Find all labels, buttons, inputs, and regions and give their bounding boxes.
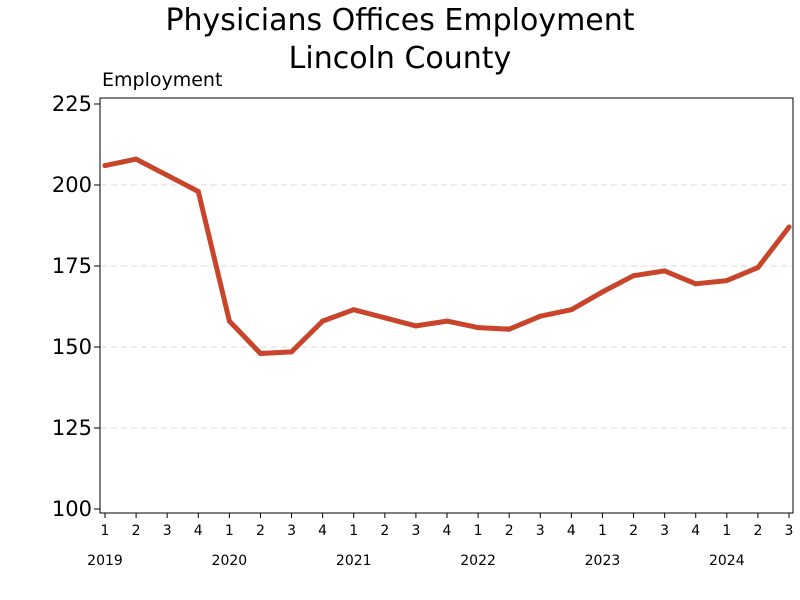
x-year-label: 2023 [585,553,621,569]
series-line [102,156,792,356]
x-tick-label: 1 [722,523,731,539]
x-tick-label: 1 [101,523,110,539]
plot-frame [99,97,794,514]
x-tick-label: 3 [163,523,172,539]
data-point [133,156,139,162]
x-tick-label: 2 [505,523,514,539]
x-tick-label: 1 [225,523,234,539]
data-point [662,268,668,274]
y-tick-label: 175 [52,254,92,278]
y-axis-label: Employment [102,69,222,91]
x-tick-label: 4 [443,523,452,539]
data-point [724,278,730,284]
x-year-label: 2024 [709,553,745,569]
y-tick-label: 200 [52,173,92,197]
chart-title-line-1: Physicians Offices Employment [165,3,634,38]
data-point [786,224,792,230]
x-year-label: 2019 [87,553,123,569]
x-tick-label: 2 [256,523,265,539]
x-tick-label: 2 [629,523,638,539]
data-point [413,323,419,329]
y-tick-label: 125 [52,416,92,440]
data-point [444,318,450,324]
data-point [475,325,481,331]
x-year-label: 2020 [212,553,248,569]
x-axis-ticks: 1 2 3 4 1 2 3 4 1 2 3 4 1 2 3 4 1 2 3 4 1 2 3 2019 2020 2021 2022 2… [87,513,793,569]
x-tick-label: 4 [691,523,700,539]
data-point [755,265,761,271]
data-point [693,281,699,287]
x-tick-label: 2 [753,523,762,539]
data-point [257,350,263,356]
x-tick-label: 1 [598,523,607,539]
data-point [599,289,605,295]
data-point [382,315,388,321]
x-tick-label: 3 [287,523,296,539]
data-point [164,172,170,178]
data-point [289,349,295,355]
x-tick-label: 4 [567,523,576,539]
data-point [320,318,326,324]
x-year-label: 2021 [336,553,372,569]
x-tick-label: 2 [132,523,141,539]
data-point [506,326,512,332]
data-point [226,318,232,324]
x-tick-label: 3 [660,523,669,539]
series-layer [102,156,792,356]
x-tick-label: 3 [785,523,794,539]
x-tick-label: 4 [318,523,327,539]
data-point [195,188,201,194]
chart-title-line-2: Lincoln County [289,41,512,76]
x-tick-label: 1 [474,523,483,539]
y-axis-ticks: 100 125 150 175 200 225 [52,92,100,521]
x-tick-label: 1 [349,523,358,539]
data-point [102,163,108,169]
data-point [351,307,357,313]
data-point [537,313,543,319]
x-tick-label: 3 [411,523,420,539]
x-tick-label: 3 [536,523,545,539]
x-year-label: 2022 [460,553,496,569]
y-tick-label: 225 [52,92,92,116]
y-tick-label: 150 [52,335,92,359]
y-tick-label: 100 [52,497,92,521]
data-point [631,273,637,279]
x-tick-label: 2 [380,523,389,539]
data-point [568,307,574,313]
x-tick-label: 4 [194,523,203,539]
